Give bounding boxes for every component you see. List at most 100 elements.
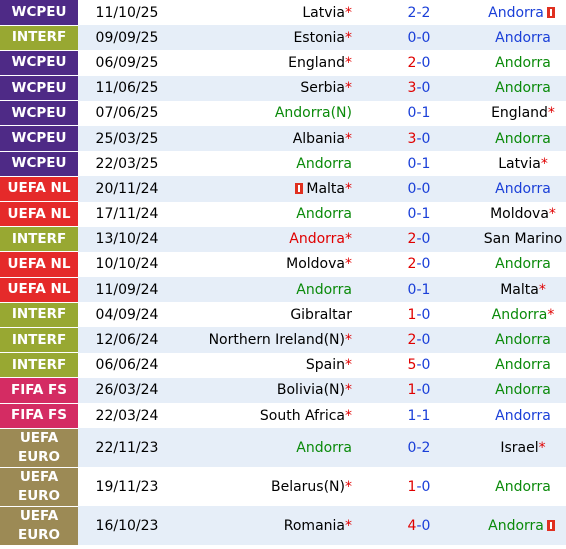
home-team[interactable]: Spain* (176, 352, 358, 378)
home-team[interactable]: South Africa* (176, 403, 358, 429)
away-team[interactable]: Andorra (480, 75, 566, 101)
score[interactable]: 2-0 (358, 50, 480, 76)
competition-badge[interactable]: WCPEU (0, 125, 78, 152)
competition-badge[interactable]: INTERF (0, 25, 78, 51)
score[interactable]: 0-2 (358, 428, 480, 468)
away-team[interactable]: Andorra (480, 50, 566, 76)
home-team[interactable]: Andorra (176, 201, 358, 227)
competition-badge[interactable]: INTERF (0, 327, 78, 354)
home-team[interactable]: Northern Ireland(N)* (176, 327, 358, 353)
competition-badge[interactable]: WCPEU (0, 75, 78, 102)
home-team[interactable]: Serbia* (176, 75, 358, 101)
away-team[interactable]: Malta* (480, 277, 566, 303)
score[interactable]: 1-0 (358, 467, 480, 507)
away-team[interactable]: Andorra (480, 0, 566, 26)
home-team[interactable]: Belarus(N)* (176, 467, 358, 507)
score[interactable]: 0-1 (358, 201, 480, 227)
competition-badge[interactable]: UEFA EURO (0, 428, 78, 468)
score[interactable]: 4-0 (358, 506, 480, 546)
away-team[interactable]: Andorra (480, 403, 566, 429)
home-team[interactable]: Andorra (176, 151, 358, 177)
score[interactable]: 1-0 (358, 377, 480, 403)
home-team[interactable]: Andorra (176, 277, 358, 303)
away-team[interactable]: Andorra (480, 176, 566, 202)
home-team[interactable]: Latvia* (176, 0, 358, 26)
competition-badge[interactable]: UEFA NL (0, 251, 78, 278)
competition-badge[interactable]: UEFA NL (0, 277, 78, 303)
score[interactable]: 0-1 (358, 277, 480, 303)
away-team[interactable]: Andorra (480, 251, 566, 278)
home-team[interactable]: Albania* (176, 125, 358, 152)
score[interactable]: 2-0 (358, 327, 480, 353)
match-row[interactable]: INTERF 12/06/24 Northern Ireland(N)* 2-0 And… (0, 327, 566, 354)
competition-badge[interactable]: WCPEU (0, 100, 78, 127)
competition-badge[interactable]: UEFA NL (0, 201, 78, 228)
competition-badge[interactable]: WCPEU (0, 50, 78, 77)
competition-badge[interactable]: FIFA FS (0, 403, 78, 429)
competition-badge[interactable]: UEFA NL (0, 176, 78, 203)
competition-badge[interactable]: INTERF (0, 352, 78, 379)
competition-badge[interactable]: INTERF (0, 302, 78, 328)
home-team[interactable]: Moldova* (176, 251, 358, 278)
home-team[interactable]: Gibraltar (176, 302, 358, 328)
score[interactable]: 2-0 (358, 226, 480, 252)
score[interactable]: 1-0 (358, 302, 480, 328)
away-team[interactable]: Andorra (480, 352, 566, 378)
score[interactable]: 3-0 (358, 125, 480, 152)
score[interactable]: 3-0 (358, 75, 480, 101)
home-team[interactable]: Malta* (176, 176, 358, 202)
score[interactable]: 0-0 (358, 25, 480, 51)
score[interactable]: 0-1 (358, 151, 480, 177)
home-team[interactable]: Andorra* (176, 226, 358, 252)
away-team[interactable]: Andorra* (480, 302, 566, 328)
away-team[interactable]: Andorra (480, 25, 566, 51)
score[interactable]: 5-0 (358, 352, 480, 378)
away-team[interactable]: Andorra (480, 506, 566, 546)
away-team[interactable]: Israel* (480, 428, 566, 468)
home-team[interactable]: Bolivia(N)* (176, 377, 358, 403)
home-team[interactable]: England* (176, 50, 358, 76)
away-team[interactable]: Andorra (480, 467, 566, 507)
away-team[interactable]: San Marino (480, 226, 566, 252)
score[interactable]: 1-1 (358, 403, 480, 429)
competition-badge[interactable]: INTERF (0, 226, 78, 253)
score[interactable]: 2-2 (358, 0, 480, 26)
away-team[interactable]: Andorra (480, 125, 566, 152)
away-team[interactable]: Andorra (480, 327, 566, 353)
competition-badge[interactable]: UEFA EURO (0, 467, 78, 507)
score[interactable]: 2-0 (358, 251, 480, 278)
home-team[interactable]: Andorra(N) (176, 100, 358, 126)
score[interactable]: 0-1 (358, 100, 480, 126)
competition-badge[interactable]: WCPEU (0, 151, 78, 177)
away-team[interactable]: Andorra (480, 377, 566, 403)
competition-badge[interactable]: WCPEU (0, 0, 78, 26)
away-team[interactable]: England* (480, 100, 566, 126)
home-team[interactable]: Estonia* (176, 25, 358, 51)
away-team[interactable]: Latvia* (480, 151, 566, 177)
home-team[interactable]: Romania* (176, 506, 358, 546)
home-team[interactable]: Andorra (176, 428, 358, 468)
away-team[interactable]: Moldova* (480, 201, 566, 227)
score[interactable]: 0-0 (358, 176, 480, 202)
competition-badge[interactable]: FIFA FS (0, 377, 78, 404)
competition-badge[interactable]: UEFA EURO (0, 506, 78, 546)
